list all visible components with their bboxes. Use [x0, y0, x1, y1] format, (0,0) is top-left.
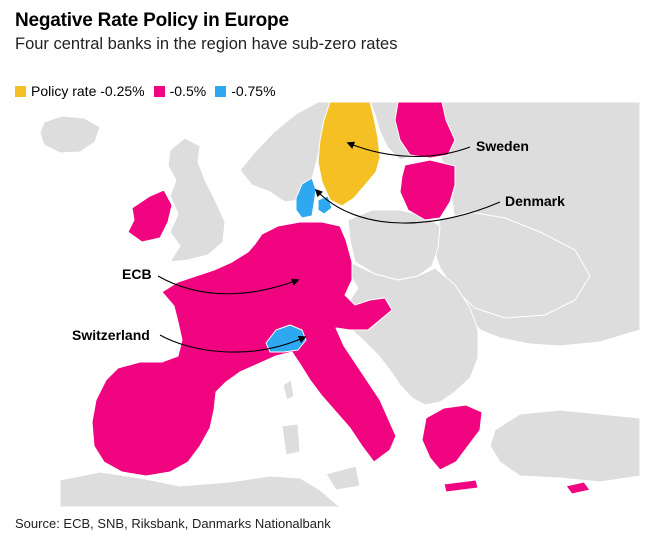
- baltics-shape: [399, 159, 456, 221]
- poland-shape: [347, 209, 441, 281]
- legend-label-rate-075: -0.75%: [231, 83, 276, 99]
- denmark-arrow: [314, 188, 501, 224]
- legend-swatch-blue: [215, 85, 227, 97]
- source-note: Source: ECB, SNB, Riksbank, Danmarks Nat…: [15, 516, 331, 531]
- ecb-arrow: [157, 275, 300, 295]
- callout-switzerland: Switzerland: [72, 327, 150, 343]
- great-britain-shape: [167, 137, 226, 263]
- cyprus-shape: [565, 481, 591, 495]
- corsica-shape: [282, 379, 295, 401]
- legend-item-rate-075: -0.75%: [215, 83, 276, 99]
- finland-shape-ez: [394, 102, 456, 159]
- europe-map: Sweden Denmark ECB Switzerland: [15, 102, 640, 507]
- north-africa-shape: [59, 471, 341, 507]
- legend-swatch-yellow: [15, 85, 26, 97]
- legend-label-rate-025: Policy rate -0.25%: [31, 83, 145, 99]
- switzerland-arrow: [159, 334, 307, 353]
- sicily-shape: [325, 465, 361, 491]
- chart-title: Negative Rate Policy in Europe: [15, 10, 289, 31]
- chart-subtitle: Four central banks in the region have su…: [15, 35, 398, 53]
- callout-ecb: ECB: [122, 266, 152, 282]
- callout-sweden: Sweden: [476, 138, 529, 154]
- iceland-shape: [39, 115, 101, 154]
- ireland-shape: [127, 189, 173, 243]
- legend-item-rate-05: -0.5%: [153, 83, 207, 99]
- legend: Policy rate -0.25% -0.5% -0.75%: [15, 83, 285, 99]
- sweden-shape: [317, 102, 381, 207]
- sweden-arrow: [346, 141, 471, 157]
- denmark-shape: [295, 177, 317, 219]
- legend-label-rate-05: -0.5%: [169, 83, 207, 99]
- crete-shape: [443, 479, 479, 493]
- sardinia-shape: [281, 423, 301, 456]
- legend-swatch-magenta: [153, 85, 165, 97]
- legend-item-rate-025: Policy rate -0.25%: [15, 83, 145, 99]
- greece-shape: [421, 404, 483, 471]
- callout-denmark: Denmark: [505, 193, 565, 209]
- belarus-ukraine-shape: [431, 211, 591, 319]
- western-eurozone-shape: [91, 221, 397, 477]
- turkey-shape: [489, 409, 640, 483]
